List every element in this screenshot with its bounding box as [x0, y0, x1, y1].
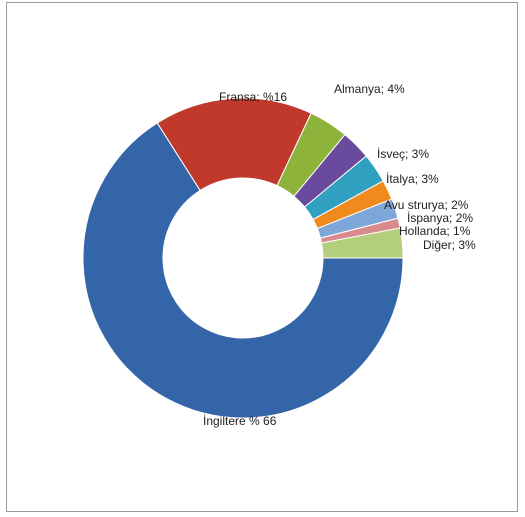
slice-label-hollanda: Hollanda; 1%: [399, 224, 471, 238]
slice-label-i̇ngiltere: İngiltere % 66: [203, 414, 277, 428]
donut-chart: İngiltere % 66 Fransa; %16 Almanya; 4% İsve…: [82, 82, 476, 428]
chart-frame: İngiltere % 66 Fransa; %16 Almanya; 4% İsve…: [6, 2, 518, 512]
slice-label-diğer: Diğer; 3%: [423, 238, 476, 252]
slice-label-almanya: Almanya; 4%: [334, 82, 405, 96]
slice-label-i̇spanya: İspanya; 2%: [407, 211, 473, 225]
slice-label-fransa: Fransa; %16: [219, 90, 287, 104]
slice-label-i̇sveç: İsveç; 3%: [377, 147, 429, 161]
labels-group: İngiltere % 66 Fransa; %16 Almanya; 4% İsve…: [203, 82, 476, 428]
slices-group: [82, 97, 404, 419]
slice-i̇ngiltere: [82, 122, 404, 419]
slice-label-avustrurya: Avu strurya; 2%: [384, 198, 469, 212]
slice-diğer: [320, 227, 404, 259]
slice-fransa: [156, 97, 312, 192]
slice-label-i̇talya: İtalya; 3%: [386, 172, 439, 186]
